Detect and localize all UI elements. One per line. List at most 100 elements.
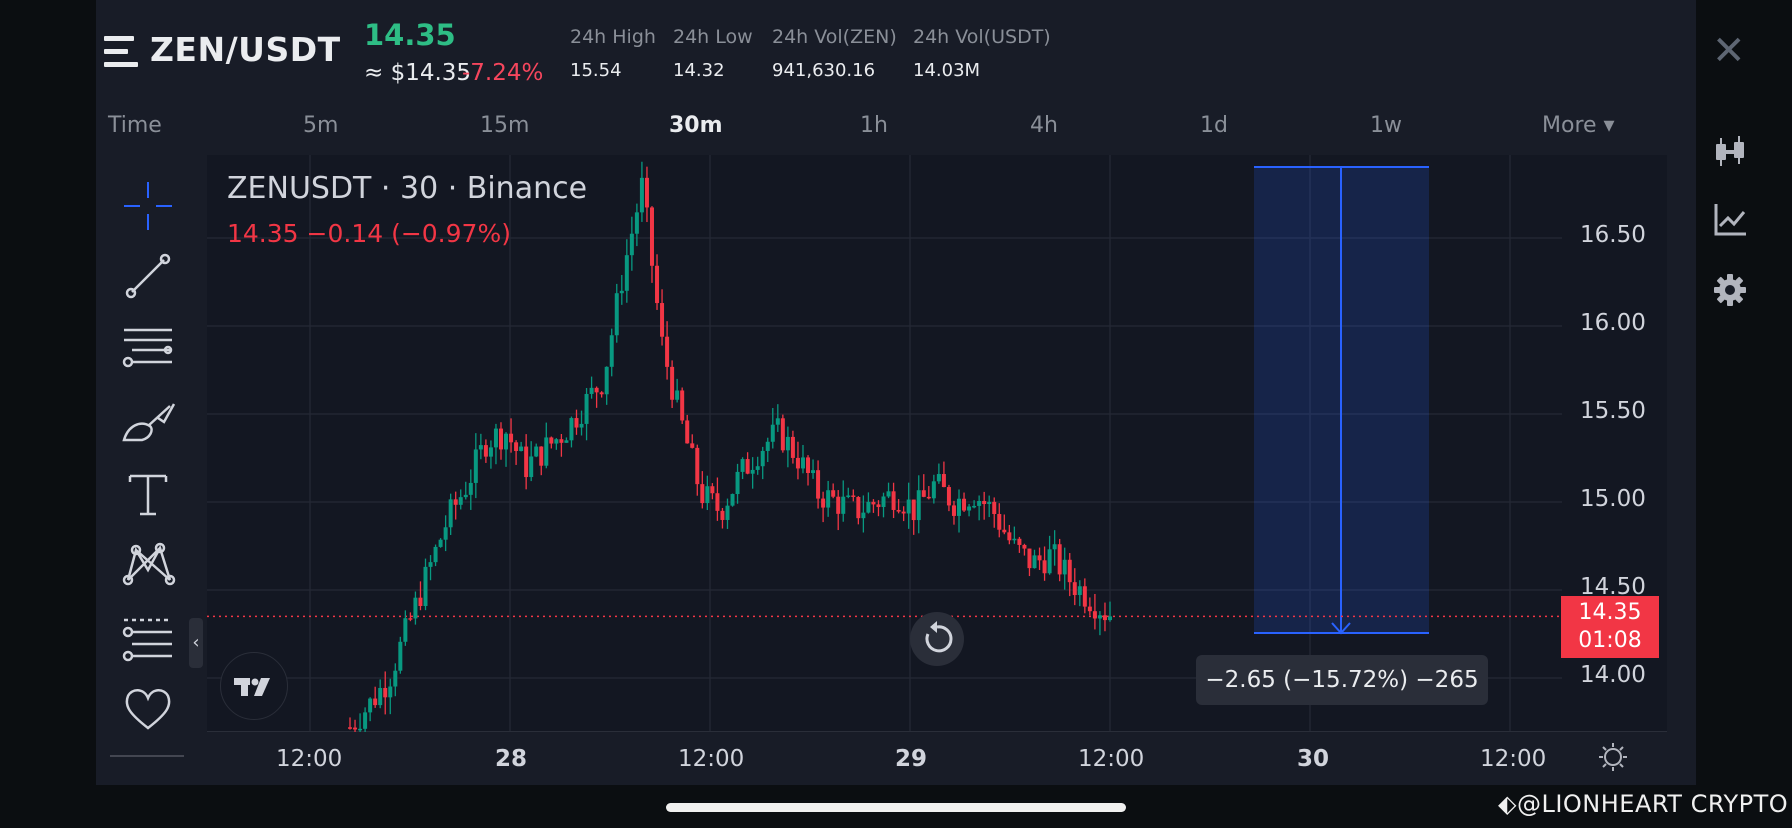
candle-body: [478, 445, 483, 450]
candlestick-chart[interactable]: [207, 155, 1667, 732]
toolbar-divider: [110, 755, 184, 757]
candle-body: [770, 424, 775, 442]
candle-body: [544, 437, 549, 466]
brush-icon[interactable]: [120, 396, 176, 452]
price-tick: 15.00: [1580, 486, 1646, 512]
candle-body: [916, 490, 921, 521]
current-price-tag: 14.35 01:08: [1561, 596, 1659, 658]
candle-body: [488, 447, 493, 457]
menu-icon[interactable]: [104, 36, 138, 70]
candle-body: [398, 641, 403, 671]
candle-body: [554, 439, 559, 444]
candle-body: [549, 437, 554, 444]
candle-body: [1032, 555, 1037, 569]
candle-body: [851, 495, 856, 497]
candle-body: [348, 727, 352, 729]
tradingview-logo[interactable]: [220, 652, 288, 720]
candle-body: [574, 418, 579, 428]
pattern-icon[interactable]: [120, 536, 176, 592]
tab-5m[interactable]: 5m: [303, 113, 339, 138]
candle-body: [992, 501, 997, 515]
candle-body: [806, 457, 811, 474]
home-indicator[interactable]: [666, 803, 1126, 812]
candle-body: [670, 366, 675, 400]
time-tick: 29: [895, 746, 928, 772]
candle-body: [629, 233, 634, 256]
stat-label-vol-zen: 24h Vol(ZEN): [772, 26, 897, 48]
candle-body: [967, 506, 972, 511]
candle-body: [509, 433, 514, 443]
candle-body: [1037, 555, 1042, 561]
more-dropdown[interactable]: More ▾: [1542, 113, 1615, 138]
candle-body: [886, 491, 891, 497]
candle-body: [665, 336, 670, 367]
candle-body: [690, 443, 695, 448]
candle-body: [1082, 586, 1087, 607]
candle-body: [725, 505, 730, 520]
favorite-icon[interactable]: [120, 680, 176, 736]
candle-body: [463, 494, 468, 498]
candle-body: [599, 392, 604, 395]
candle-body: [504, 433, 509, 450]
candle-body: [931, 481, 936, 499]
close-icon[interactable]: ✕: [1712, 28, 1746, 74]
measure-result-label: −2.65 (−15.72%) −265: [1196, 655, 1488, 705]
candle-body: [519, 446, 524, 451]
candle-body: [1012, 538, 1017, 541]
time-tick: 12:00: [276, 746, 343, 772]
measure-icon[interactable]: [120, 610, 176, 666]
candle-body: [1087, 606, 1092, 612]
candle-body: [750, 469, 755, 474]
candle-body: [564, 440, 569, 443]
chart-settings-icon[interactable]: [1598, 742, 1628, 772]
time-label: Time: [108, 113, 162, 138]
candle-body: [710, 486, 715, 494]
candle-body: [906, 499, 911, 514]
candle-body: [524, 446, 529, 478]
settings-icon[interactable]: [1712, 272, 1748, 308]
candle-body: [368, 698, 373, 713]
candle-body: [705, 486, 710, 504]
candle-body: [428, 562, 433, 567]
text-icon[interactable]: [120, 466, 176, 522]
candle-body: [951, 505, 956, 516]
candle-body: [821, 498, 826, 508]
candle-body: [962, 498, 967, 511]
candle-body: [1077, 586, 1082, 596]
tab-1d[interactable]: 1d: [1200, 113, 1228, 138]
price-tick: 14.50: [1580, 574, 1646, 600]
candle-body: [378, 687, 383, 706]
pair-title[interactable]: ZEN/USDT: [150, 30, 341, 69]
fib-lines-icon[interactable]: [120, 318, 176, 374]
candle-body: [649, 207, 654, 266]
candlestick-icon[interactable]: [1712, 134, 1748, 170]
candle-body: [946, 487, 951, 506]
candle-body: [911, 499, 916, 521]
tab-4h[interactable]: 4h: [1030, 113, 1058, 138]
candle-body: [453, 499, 458, 505]
candle-body: [896, 509, 901, 512]
tab-30m[interactable]: 30m: [669, 113, 723, 138]
candle-body: [730, 494, 735, 506]
candle-body: [816, 470, 821, 499]
stat-value-low: 14.32: [673, 60, 725, 81]
stat-value-high: 15.54: [570, 60, 622, 81]
candle-body: [740, 459, 745, 472]
tab-1w[interactable]: 1w: [1370, 113, 1402, 138]
candle-body: [458, 497, 463, 505]
collapse-toolbar-button[interactable]: ‹: [189, 618, 203, 668]
indicator-icon[interactable]: [1712, 202, 1748, 238]
candle-body: [660, 303, 665, 337]
candle-body: [755, 466, 760, 470]
tab-1h[interactable]: 1h: [860, 113, 888, 138]
candle-body: [861, 512, 866, 519]
candle-body: [559, 439, 564, 443]
candle-body: [871, 501, 876, 505]
trend-line-icon[interactable]: [120, 248, 176, 304]
tab-15m[interactable]: 15m: [480, 113, 530, 138]
candle-body: [1017, 538, 1022, 545]
crosshair-icon[interactable]: [120, 178, 176, 234]
reset-chart-button[interactable]: [910, 612, 964, 666]
candle-body: [1097, 615, 1102, 619]
candle-body: [795, 457, 800, 469]
